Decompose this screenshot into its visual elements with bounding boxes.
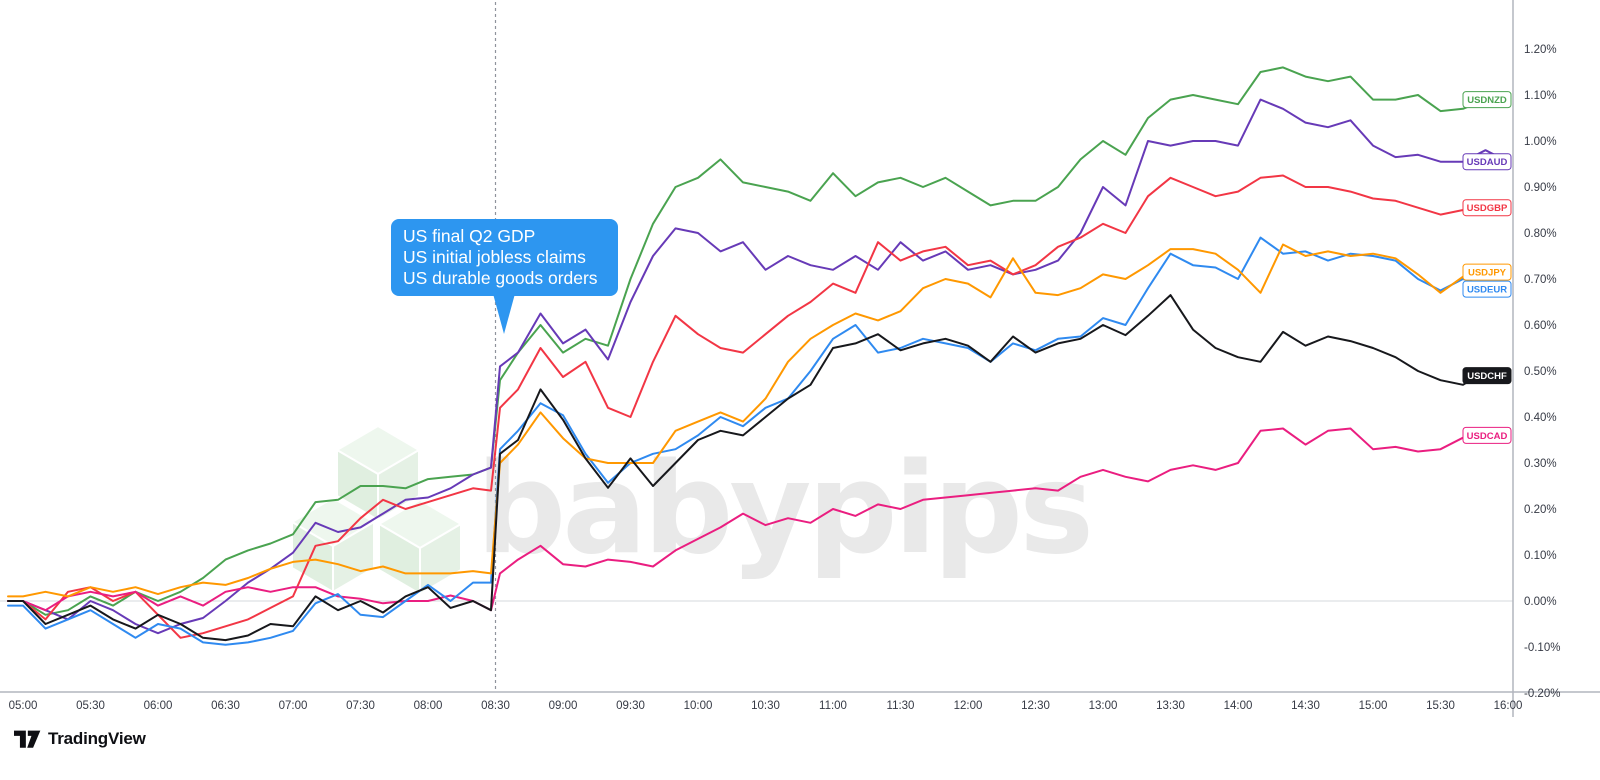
- price-label-text: USDGBP: [1467, 203, 1508, 214]
- time-axis-label: 05:30: [76, 700, 105, 712]
- price-axis-label: 0.10%: [1524, 550, 1557, 562]
- series-line-usdgbp[interactable]: [7, 174, 1509, 639]
- time-axis-label: 05:00: [9, 700, 38, 712]
- price-axis-label: 0.30%: [1524, 458, 1557, 470]
- time-axis-label: 06:00: [144, 700, 173, 712]
- price-axis-label: 0.80%: [1524, 228, 1557, 240]
- time-axis-label: 13:00: [1089, 700, 1118, 712]
- price-axis-label: 0.60%: [1524, 320, 1557, 332]
- time-axis-label: 09:30: [616, 700, 645, 712]
- series-line-usdaud[interactable]: [7, 98, 1509, 635]
- time-axis-label: 15:30: [1426, 700, 1455, 712]
- callout-line-2: US initial jobless claims: [403, 247, 586, 267]
- time-axis-label: 11:00: [819, 700, 847, 712]
- callout-tail: [492, 290, 516, 334]
- time-axis-label: 07:30: [346, 700, 375, 712]
- price-label-usdaud: USDAUD: [1462, 153, 1512, 171]
- price-label-usdnzd: USDNZD: [1462, 91, 1512, 109]
- price-axis-label: -0.20%: [1524, 688, 1560, 700]
- price-label-text: USDEUR: [1467, 285, 1507, 296]
- series-lines[interactable]: [7, 66, 1509, 646]
- price-label-usdjpy: USDJPY: [1462, 263, 1512, 281]
- price-label-usdcad: USDCAD: [1462, 426, 1512, 444]
- price-axis-label: 0.70%: [1524, 274, 1557, 286]
- time-axis-label: 11:30: [887, 700, 915, 712]
- price-axis-label: 1.10%: [1524, 90, 1557, 102]
- series-line-usdnzd[interactable]: [7, 66, 1509, 616]
- tradingview-logo-icon: [14, 730, 41, 749]
- callout-line-1: US final Q2 GDP: [403, 226, 536, 246]
- price-label-text: USDJPY: [1468, 268, 1507, 279]
- series-line-usdeur[interactable]: [7, 236, 1509, 646]
- time-axis-label: 16:00: [1494, 700, 1523, 712]
- price-axis-label: -0.10%: [1524, 642, 1560, 654]
- time-axis-label: 15:00: [1359, 700, 1388, 712]
- price-label-text: USDNZD: [1467, 95, 1507, 106]
- callout-line-3: US durable goods orders: [403, 268, 598, 288]
- price-label-text: USDCAD: [1467, 431, 1508, 442]
- price-axis-label: 0.90%: [1524, 182, 1557, 194]
- price-axis-label: 1.00%: [1524, 136, 1557, 148]
- price-axis-label: 0.50%: [1524, 366, 1557, 378]
- time-axis-label: 09:00: [549, 700, 578, 712]
- tradingview-logo[interactable]: TradingView: [14, 729, 146, 749]
- time-axis-label: 12:00: [954, 700, 983, 712]
- price-label-usdchf: USDCHF: [1462, 367, 1512, 385]
- time-axis-label: 10:30: [751, 700, 780, 712]
- news-event-callout[interactable]: US final Q2 GDP US initial jobless claim…: [391, 219, 618, 296]
- time-axis-label: 08:30: [481, 700, 510, 712]
- price-axis-label: 0.00%: [1524, 596, 1557, 608]
- tradingview-logo-text: TradingView: [48, 729, 146, 748]
- time-axis-label: 06:30: [211, 700, 240, 712]
- time-axis[interactable]: 05:00 05:30 06:00 06:30 07:00 07:30 08:00 08:30…: [9, 700, 1523, 712]
- price-axis-label: 0.20%: [1524, 504, 1557, 516]
- watermark-text: babypips: [476, 435, 1090, 582]
- series-line-usdjpy[interactable]: [7, 243, 1509, 598]
- time-axis-label: 12:30: [1021, 700, 1050, 712]
- time-axis-label: 08:00: [414, 700, 443, 712]
- time-axis-label: 07:00: [279, 700, 308, 712]
- price-axis-label: 0.40%: [1524, 412, 1557, 424]
- price-label-text: USDCHF: [1467, 371, 1507, 382]
- price-axis[interactable]: 1.20% 1.10% 1.00% 0.90% 0.80% 0.70% 0.60% 0.50%…: [1524, 44, 1560, 700]
- series-line-usdcad[interactable]: [7, 427, 1509, 612]
- time-axis-label: 13:30: [1156, 700, 1185, 712]
- price-axis-label: 1.20%: [1524, 44, 1557, 56]
- price-label-usdgbp: USDGBP: [1462, 199, 1512, 217]
- time-axis-label: 14:30: [1291, 700, 1320, 712]
- cube-right-face: [419, 523, 462, 595]
- babypips-watermark: babypips: [291, 425, 1094, 595]
- time-axis-label: 10:00: [684, 700, 713, 712]
- price-label-text: USDAUD: [1467, 157, 1508, 168]
- time-axis-label: 14:00: [1224, 700, 1253, 712]
- price-label-usdeur: USDEUR: [1462, 280, 1512, 298]
- series-line-usdchf[interactable]: [7, 294, 1509, 642]
